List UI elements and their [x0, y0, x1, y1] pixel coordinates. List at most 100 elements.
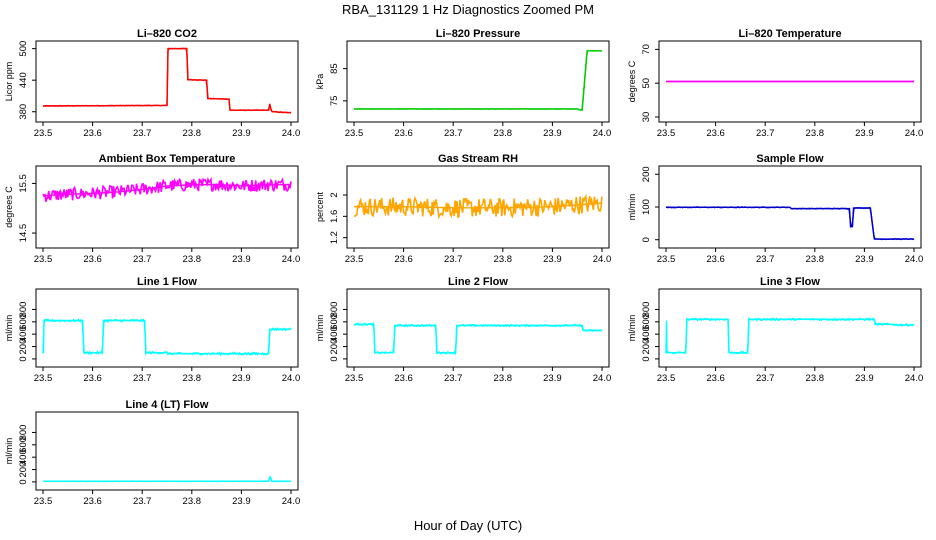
panel-7: Line 1 Flow ml/min 23.5 23.6 23.7 23.8 23.9 24.… — [4, 276, 300, 384]
x-tick-label: 24.0 — [593, 254, 612, 265]
y-tick-label: 200 — [641, 166, 652, 182]
panel-10: Line 4 (LT) Flow ml/min 23.5 23.6 23.7 23.8 23… — [4, 399, 300, 507]
panel-5: Gas Stream RH percent 23.5 23.6 23.7 23.8 23.9… — [315, 153, 611, 265]
y-tick-label: 200 — [18, 339, 29, 355]
y-tick-label: 800 — [329, 302, 340, 318]
x-tick-label: 23.8 — [494, 128, 513, 139]
x-tick-label: 23.7 — [133, 496, 152, 507]
x-tick-label: 23.7 — [133, 128, 152, 139]
y-tick-label: 0 — [641, 237, 652, 242]
y-tick-label: 1.6 — [329, 210, 340, 223]
panel-1: Li–820 CO2 Licor ppm 23.5 23.6 23.7 23.8 23.9 2… — [4, 28, 300, 139]
y-axis-label: ml/min — [4, 315, 14, 342]
series-steps — [665, 318, 914, 354]
x-tick-label: 23.5 — [657, 373, 676, 384]
x-tick-label: 23.6 — [83, 128, 102, 139]
plot-frame — [346, 288, 610, 368]
x-tick-label: 23.9 — [543, 254, 562, 265]
x-tick-label: 23.9 — [232, 496, 251, 507]
x-tick-label: 23.5 — [345, 254, 364, 265]
y-tick-label: 200 — [641, 339, 652, 355]
x-tick-label: 23.6 — [706, 254, 725, 265]
x-tick-label: 23.9 — [232, 373, 251, 384]
panel-title: Li–820 CO2 — [137, 28, 197, 40]
x-tick-label: 24.0 — [282, 254, 301, 265]
panel-title: Line 2 Flow — [448, 276, 508, 288]
x-tick-label: 23.9 — [855, 373, 874, 384]
series-steps — [354, 323, 602, 354]
plot-frame — [35, 411, 299, 491]
figure-title: RBA_131129 1 Hz Diagnostics Zoomed PM — [342, 2, 594, 17]
y-tick-label: 0 — [641, 356, 652, 361]
x-tick-label: 23.6 — [394, 128, 413, 139]
x-tick-label: 23.9 — [855, 128, 874, 139]
y-tick-label: 75 — [329, 96, 340, 107]
series-line — [353, 321, 603, 356]
x-tick-label: 23.9 — [232, 128, 251, 139]
x-tick-label: 23.5 — [34, 254, 53, 265]
x-tick-label: 23.7 — [133, 254, 152, 265]
y-axis-label: ml/min — [627, 315, 637, 342]
x-tick-label: 23.5 — [34, 496, 53, 507]
x-tick-label: 23.7 — [444, 128, 463, 139]
series-steps — [42, 183, 292, 197]
y-tick-label: 0 — [329, 356, 340, 361]
series-line — [42, 318, 292, 357]
series-steps — [666, 206, 914, 240]
plot-frame — [658, 288, 922, 368]
y-tick-label: 1.2 — [329, 231, 340, 244]
y-tick-label: 50 — [641, 78, 652, 89]
y-tick-label: 380 — [18, 104, 29, 120]
plot-frame — [35, 165, 299, 249]
y-tick-label: 600 — [641, 314, 652, 330]
y-tick-label: 200 — [18, 462, 29, 478]
x-tick-label: 23.9 — [543, 373, 562, 384]
plot-frame — [35, 40, 299, 123]
series-steps — [354, 202, 603, 209]
series-line — [42, 176, 292, 202]
panel-3: Li–820 Temperature degrees C 23.5 23.6 23.7 2… — [627, 28, 923, 139]
panels: Li–820 CO2 Licor ppm 23.5 23.6 23.7 23.8 23.9 2… — [4, 28, 923, 507]
panel-title: Line 4 (LT) Flow — [126, 399, 209, 411]
y-tick-label: 800 — [641, 302, 652, 318]
x-tick-label: 23.5 — [34, 128, 53, 139]
x-tick-label: 23.5 — [657, 254, 676, 265]
panel-title: Ambient Box Temperature — [99, 153, 236, 165]
y-tick-label: 100 — [641, 199, 652, 215]
y-tick-label: 15.5 — [18, 174, 29, 193]
x-tick-label: 23.9 — [855, 254, 874, 265]
y-tick-label: 600 — [18, 437, 29, 453]
x-tick-label: 23.6 — [394, 373, 413, 384]
panel-2: Li–820 Pressure kPa 23.5 23.6 23.7 23.8 23.9 24… — [315, 28, 611, 139]
panel-title: Li–820 Temperature — [738, 28, 841, 40]
x-tick-label: 23.8 — [806, 373, 825, 384]
x-tick-label: 24.0 — [905, 254, 924, 265]
panel-title: Li–820 Pressure — [436, 28, 520, 40]
plot-frame — [346, 165, 610, 249]
y-tick-label: 70 — [641, 44, 652, 55]
x-tick-label: 23.5 — [345, 373, 364, 384]
panel-4: Ambient Box Temperature degrees C 23.5 23.6… — [4, 153, 300, 265]
y-tick-label: 200 — [329, 339, 340, 355]
series-steps — [354, 50, 602, 111]
panel-6: Sample Flow ml/min 23.5 23.6 23.7 23.8 23.9 24.… — [627, 153, 923, 265]
x-tick-label: 24.0 — [593, 373, 612, 384]
x-tick-label: 24.0 — [282, 496, 301, 507]
y-tick-label: 600 — [18, 314, 29, 330]
x-tick-label: 23.8 — [183, 373, 202, 384]
y-axis-label: degrees C — [627, 60, 637, 102]
x-tick-label: 23.5 — [657, 128, 676, 139]
y-tick-label: 0 — [18, 356, 29, 361]
x-tick-label: 24.0 — [282, 128, 301, 139]
x-tick-label: 23.8 — [806, 128, 825, 139]
panel-title: Line 1 Flow — [137, 276, 197, 288]
y-tick-label: 30 — [641, 112, 652, 123]
series-line — [665, 206, 915, 241]
x-tick-label: 23.9 — [543, 128, 562, 139]
plot-frame — [35, 288, 299, 368]
y-axis-label: ml/min — [4, 438, 14, 465]
x-tick-label: 23.6 — [706, 128, 725, 139]
x-tick-label: 23.7 — [444, 254, 463, 265]
series-line — [353, 193, 603, 220]
y-axis-label: percent — [315, 191, 325, 222]
